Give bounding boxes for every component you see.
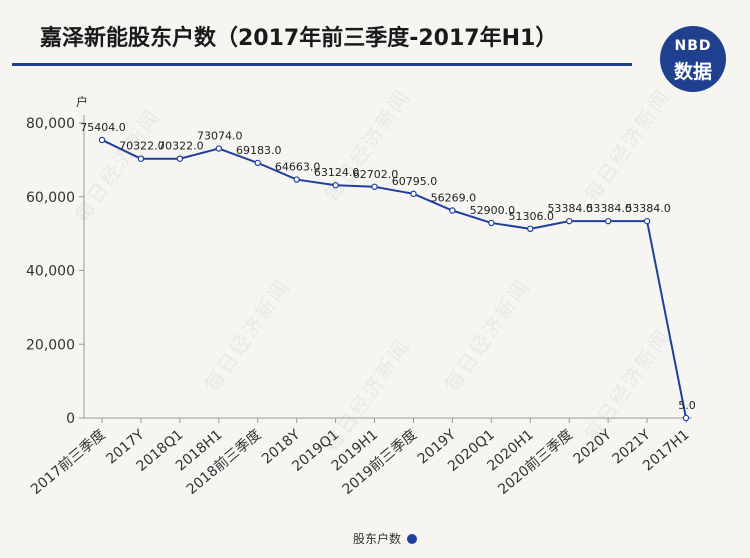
data-label: 73074.0 xyxy=(197,130,243,143)
data-point xyxy=(682,414,690,422)
chart-title: 嘉泽新能股东户数（2017年前三季度-2017年H1） xyxy=(40,26,558,51)
data-label: 53384.0 xyxy=(625,202,671,215)
data-point xyxy=(176,155,184,162)
data-label: 62702.0 xyxy=(353,168,399,181)
data-label: 53384.0 xyxy=(547,202,593,215)
data-label: 70322.0 xyxy=(119,140,165,153)
data-label: 52900.0 xyxy=(470,204,516,217)
data-label: 63124.0 xyxy=(314,166,360,179)
data-label: 70322.0 xyxy=(158,140,204,153)
data-point xyxy=(254,159,261,167)
nbd-logo: NBD 数据 xyxy=(660,26,726,92)
legend-marker xyxy=(407,533,417,544)
data-point xyxy=(137,155,145,162)
data-point xyxy=(643,217,651,225)
data-label: 75404.0 xyxy=(80,121,126,134)
chart-header: 嘉泽新能股东户数（2017年前三季度-2017年H1） NBD 数据 xyxy=(0,0,750,92)
x-tick-label: 2020Y xyxy=(571,427,615,468)
data-point xyxy=(566,217,573,225)
data-label: 60795.0 xyxy=(392,175,438,188)
title-underline xyxy=(12,63,632,66)
data-point xyxy=(215,145,222,152)
data-point xyxy=(293,176,300,183)
data-point xyxy=(449,207,456,214)
y-tick-label: 80,000 xyxy=(26,116,75,132)
data-point xyxy=(371,183,378,190)
data-point xyxy=(410,190,417,198)
x-tick-label: 2017前三季度 xyxy=(27,426,108,498)
data-point xyxy=(332,182,339,189)
data-label: 53384.0 xyxy=(586,202,632,215)
logo-text-top: NBD xyxy=(674,38,712,54)
data-label: 69183.0 xyxy=(236,144,282,157)
data-label: 64663.0 xyxy=(275,161,321,174)
y-tick-label: 0 xyxy=(66,411,75,427)
y-tick-label: 20,000 xyxy=(26,337,75,353)
y-tick-label: 40,000 xyxy=(26,264,75,280)
data-point xyxy=(527,225,534,233)
data-point xyxy=(98,136,106,144)
y-tick-label: 60,000 xyxy=(26,190,75,206)
data-label: 56269.0 xyxy=(431,192,477,205)
legend-label: 股东户数 xyxy=(352,532,401,546)
data-point xyxy=(604,217,612,225)
data-point xyxy=(488,219,495,227)
logo-text-bottom: 数据 xyxy=(673,61,712,83)
series-line xyxy=(101,139,687,419)
chart-legend: 股东户数 xyxy=(0,530,750,547)
data-label: 5.0 xyxy=(678,399,696,412)
data-label: 51306.0 xyxy=(509,210,555,223)
y-axis-unit-label: 户 xyxy=(76,94,88,109)
